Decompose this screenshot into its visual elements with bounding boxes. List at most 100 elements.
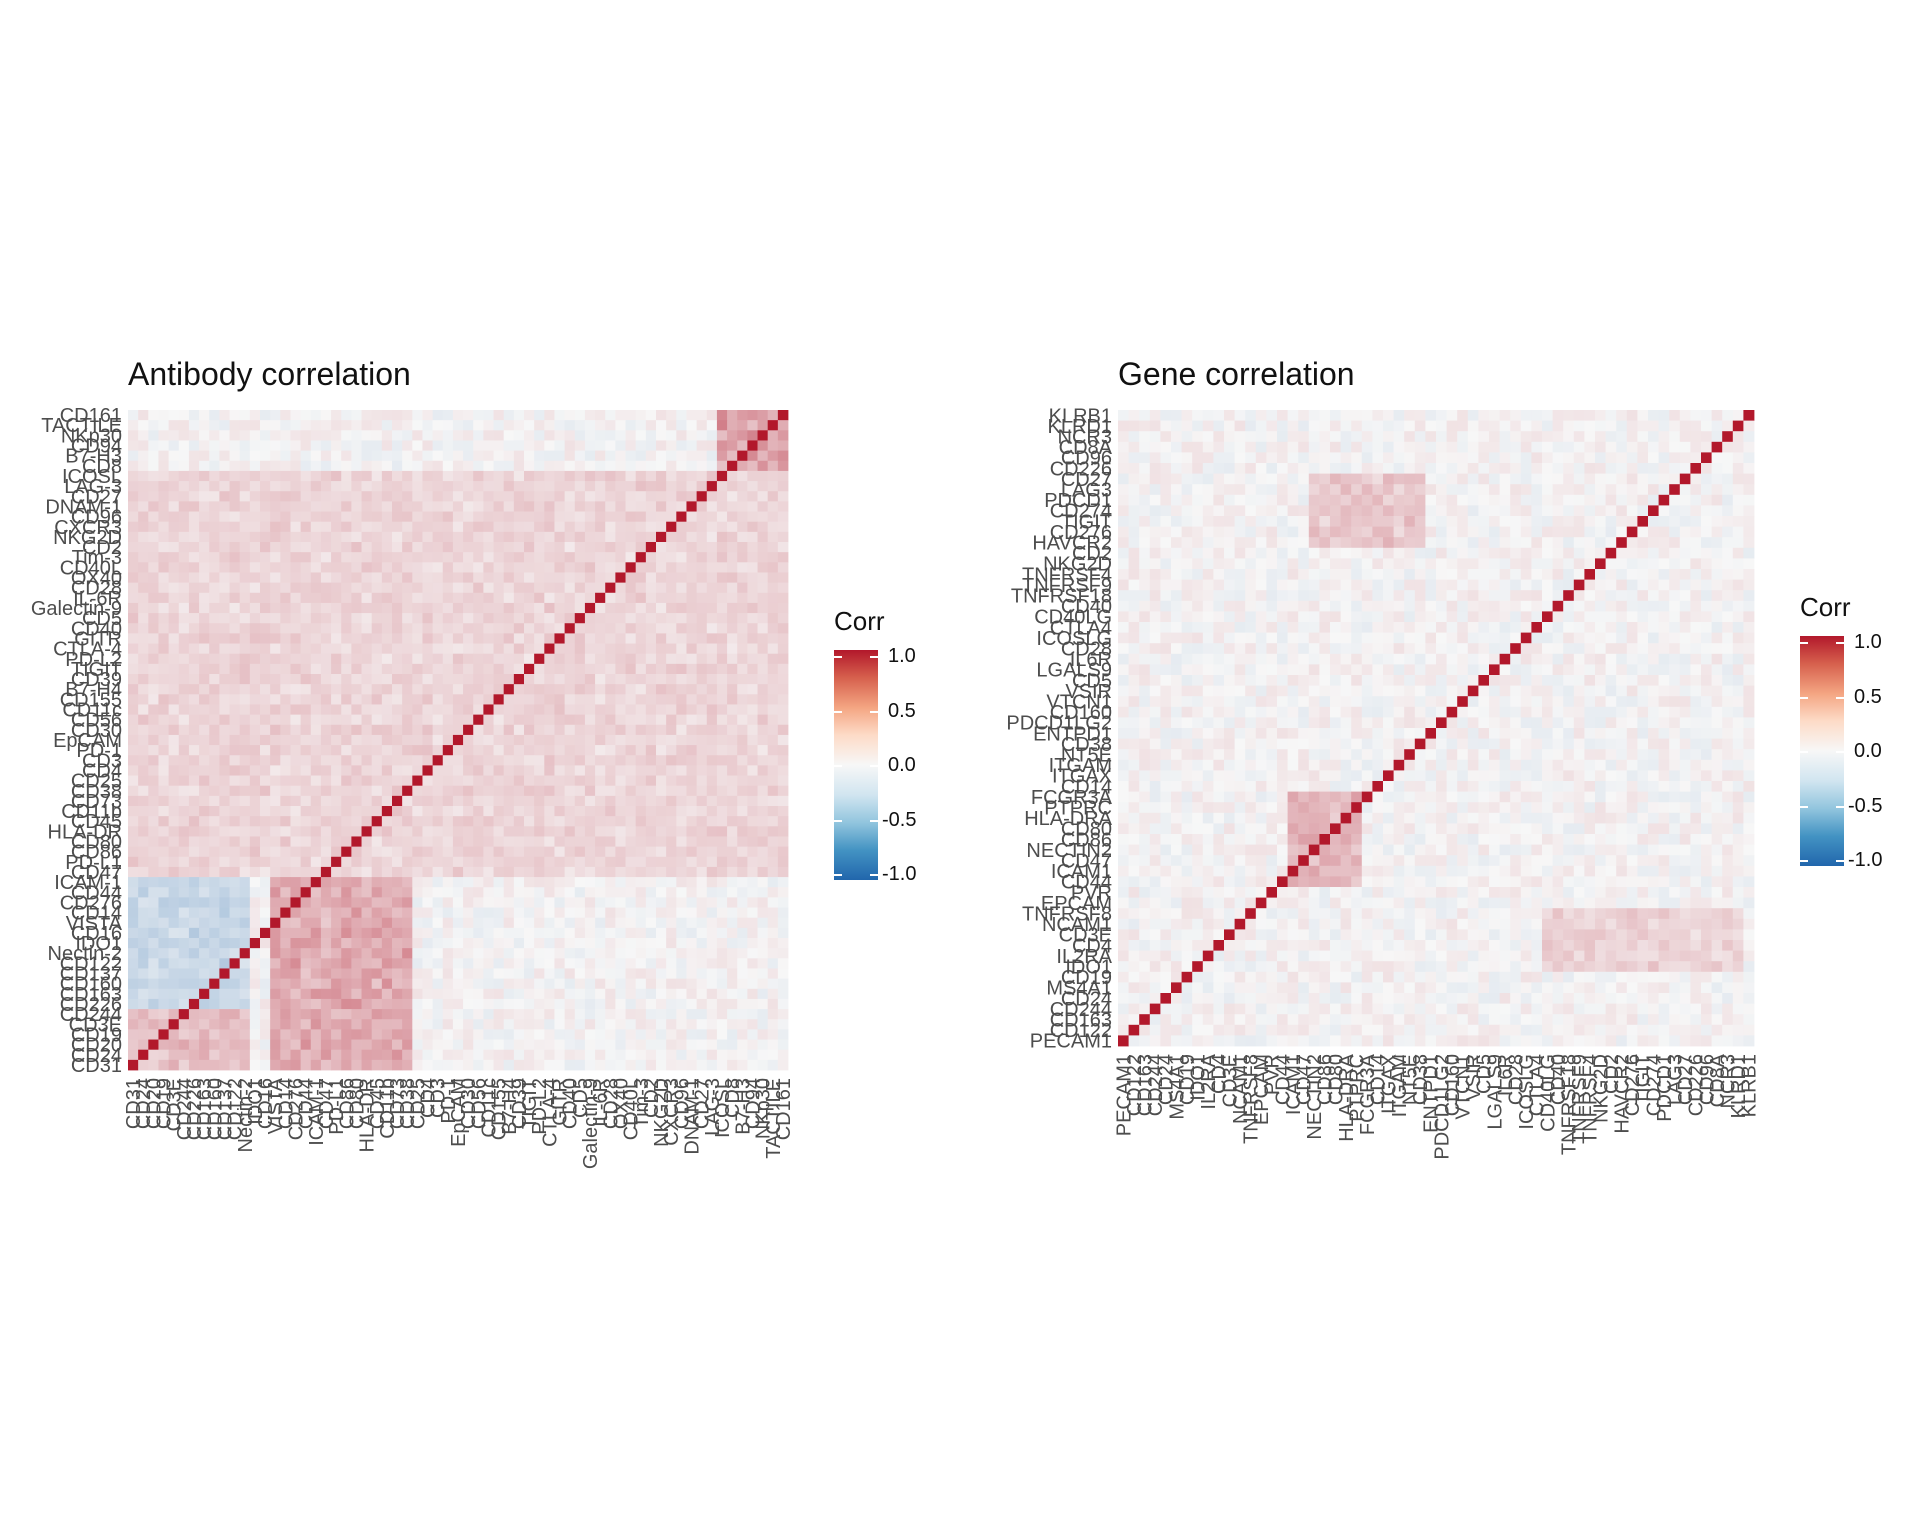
- gene-heatmap-cell: [1584, 420, 1596, 432]
- gene-heatmap-cell: [1542, 452, 1553, 464]
- gene-heatmap-cell: [1436, 494, 1447, 506]
- antibody-heatmap-cell: [666, 460, 677, 472]
- gene-heatmap-cell: [1202, 484, 1214, 496]
- gene-heatmap-cell: [1722, 452, 1734, 464]
- antibody-heatmap-cell: [168, 460, 180, 472]
- gene-heatmap-cell: [1139, 452, 1151, 464]
- gene-heatmap-cell: [1404, 463, 1416, 474]
- gene-heatmap-cell: [1149, 505, 1161, 517]
- antibody-heatmap-cell: [128, 450, 139, 462]
- antibody-heatmap-cell: [727, 470, 738, 482]
- gene-heatmap-cell: [1181, 431, 1193, 443]
- gene-heatmap-cell: [1679, 484, 1691, 496]
- gene-heatmap-cell: [1202, 410, 1214, 421]
- antibody-heatmap-cell: [188, 450, 200, 462]
- gene-heatmap-cell: [1372, 494, 1384, 506]
- gene-heatmap-cell: [1351, 410, 1363, 421]
- antibody-heatmap-cell: [331, 450, 342, 462]
- antibody-heatmap-cell: [138, 410, 149, 421]
- antibody-heatmap-cell: [432, 430, 444, 441]
- antibody-heatmap-cell: [341, 440, 352, 452]
- antibody-heatmap-cell: [361, 410, 373, 421]
- gene-heatmap-cell: [1467, 431, 1479, 443]
- gene-heatmap-cell: [1351, 505, 1363, 517]
- antibody-heatmap-cell: [158, 430, 170, 441]
- gene-heatmap-cell: [1277, 420, 1288, 432]
- antibody-heatmap-cell: [239, 410, 251, 421]
- gene-heatmap-cell: [1584, 452, 1596, 464]
- gene-heatmap-cell: [1118, 484, 1129, 496]
- gene-heatmap-cell: [1266, 484, 1278, 496]
- gene-heatmap-cell: [1626, 505, 1638, 517]
- gene-heatmap-cell: [1595, 484, 1606, 496]
- gene-heatmap-cell: [1245, 494, 1257, 506]
- gene-heatmap-cell: [1192, 505, 1204, 517]
- antibody-heatmap-cell: [554, 410, 566, 421]
- gene-heatmap-cell: [1499, 463, 1511, 474]
- gene-heatmap-cell: [1489, 484, 1500, 496]
- antibody-heatmap-cell: [209, 470, 220, 482]
- gene-heatmap-cell: [1711, 431, 1723, 443]
- gene-heatmap-cell: [1637, 410, 1649, 421]
- gene-heatmap-cell: [1224, 441, 1235, 453]
- gene-heatmap-cell: [1732, 410, 1744, 421]
- antibody-heatmap-cell: [229, 450, 241, 462]
- antibody-heatmap-cell: [239, 470, 251, 482]
- antibody-heatmap-cell: [341, 481, 352, 492]
- antibody-heatmap-cell: [381, 481, 393, 492]
- gene-heatmap-cell: [1234, 473, 1246, 485]
- gene-heatmap-cell: [1160, 505, 1172, 517]
- gene-heatmap-cell: [1277, 484, 1288, 496]
- gene-heatmap-cell: [1701, 505, 1712, 517]
- antibody-heatmap-cell: [727, 450, 738, 462]
- gene-heatmap-cell: [1372, 505, 1384, 517]
- gene-heatmap-cell: [1584, 494, 1596, 506]
- antibody-heatmap-cell: [310, 410, 322, 421]
- gene-heatmap-cell: [1255, 473, 1267, 485]
- gene-heatmap-cell: [1298, 452, 1310, 464]
- gene-heatmap-cell: [1679, 410, 1691, 421]
- antibody-heatmap-cell: [290, 460, 302, 472]
- antibody-heatmap-cell: [584, 470, 596, 482]
- antibody-heatmap-cell: [615, 430, 626, 441]
- antibody-heatmap-cell: [686, 450, 698, 462]
- gene-heatmap-cell: [1245, 516, 1257, 527]
- gene-heatmap-cell: [1679, 452, 1691, 464]
- gene-heatmap-cell: [1436, 473, 1447, 485]
- gene-heatmap-cell: [1340, 431, 1352, 443]
- gene-heatmap-cell: [1722, 505, 1734, 517]
- gene-heatmap-cell: [1255, 463, 1267, 474]
- gene-heatmap-cell: [1658, 420, 1670, 432]
- antibody-heatmap-cell: [625, 430, 637, 441]
- antibody-heatmap-cell: [148, 430, 159, 441]
- gene-heatmap-cell: [1478, 452, 1490, 464]
- antibody-heatmap-cell: [767, 470, 779, 482]
- gene-heatmap-cell: [1340, 441, 1352, 453]
- gene-heatmap-cell: [1139, 420, 1151, 432]
- gene-heatmap-cell: [1383, 420, 1394, 432]
- antibody-heatmap-cell: [696, 450, 708, 462]
- antibody-heatmap-cell: [777, 410, 789, 421]
- antibody-heatmap-cell: [473, 450, 484, 462]
- antibody-heatmap-cell: [727, 410, 738, 421]
- antibody-heatmap-cell: [777, 430, 789, 441]
- gene-heatmap-cell: [1542, 441, 1553, 453]
- gene-heatmap-cell: [1510, 505, 1522, 517]
- antibody-heatmap-cell: [452, 481, 464, 492]
- gene-heatmap-cell: [1658, 473, 1670, 485]
- gene-heatmap-cell: [1425, 463, 1437, 474]
- gene-heatmap-cell: [1467, 494, 1479, 506]
- antibody-heatmap-cell: [260, 450, 271, 462]
- antibody-heatmap-cell: [320, 450, 332, 462]
- gene-heatmap-cell: [1298, 484, 1310, 496]
- gene-heatmap-cell: [1171, 431, 1182, 443]
- gene-heatmap-cell: [1520, 463, 1532, 474]
- antibody-heatmap-cell: [595, 410, 606, 421]
- gene-heatmap-cell: [1616, 431, 1628, 443]
- gene-heatmap-cell: [1202, 431, 1214, 443]
- gene-heatmap-cell: [1393, 441, 1405, 453]
- antibody-heatmap-cell: [656, 410, 667, 421]
- gene-heatmap-cell: [1361, 516, 1373, 527]
- antibody-heatmap-cell: [138, 481, 149, 492]
- gene-heatmap-cell: [1425, 452, 1437, 464]
